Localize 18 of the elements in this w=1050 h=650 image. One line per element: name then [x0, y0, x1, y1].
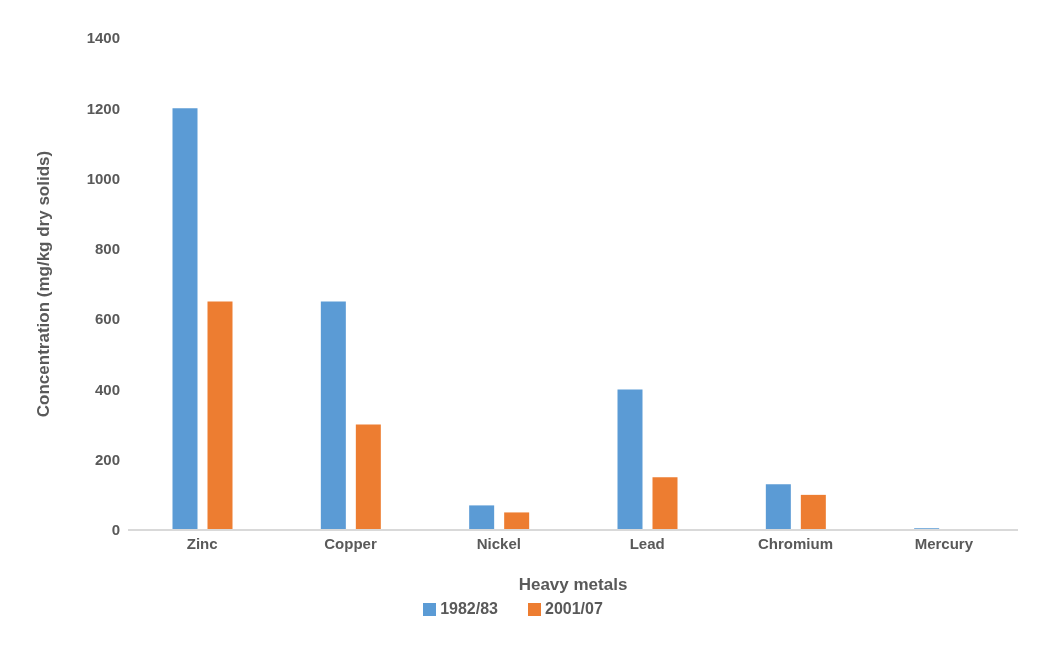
x-tick-label: Zinc: [186, 534, 218, 552]
y-tick-label: 1400: [86, 29, 120, 47]
y-tick-label: 600: [94, 310, 120, 328]
x-tick-label: Lead: [629, 534, 665, 552]
y-tick-label: 1000: [86, 169, 120, 187]
y-tick-label: 400: [94, 380, 120, 398]
x-tick-label: Chromium: [758, 534, 833, 552]
y-tick-label: 1200: [86, 99, 120, 117]
y-axis-title: Concentration (mg/kg dry solids): [34, 150, 54, 418]
y-tick-label: 0: [111, 521, 120, 539]
legend-label: 2001/07: [545, 600, 603, 617]
y-tick-label: 800: [94, 240, 120, 258]
legend-label: 1982/83: [440, 600, 498, 617]
x-axis-title: Heavy metals: [518, 575, 628, 594]
x-tick-label: Nickel: [476, 534, 521, 552]
y-tick-label: 200: [94, 451, 120, 469]
x-tick-label: Copper: [324, 534, 377, 552]
x-tick-label: Mercury: [914, 534, 974, 552]
